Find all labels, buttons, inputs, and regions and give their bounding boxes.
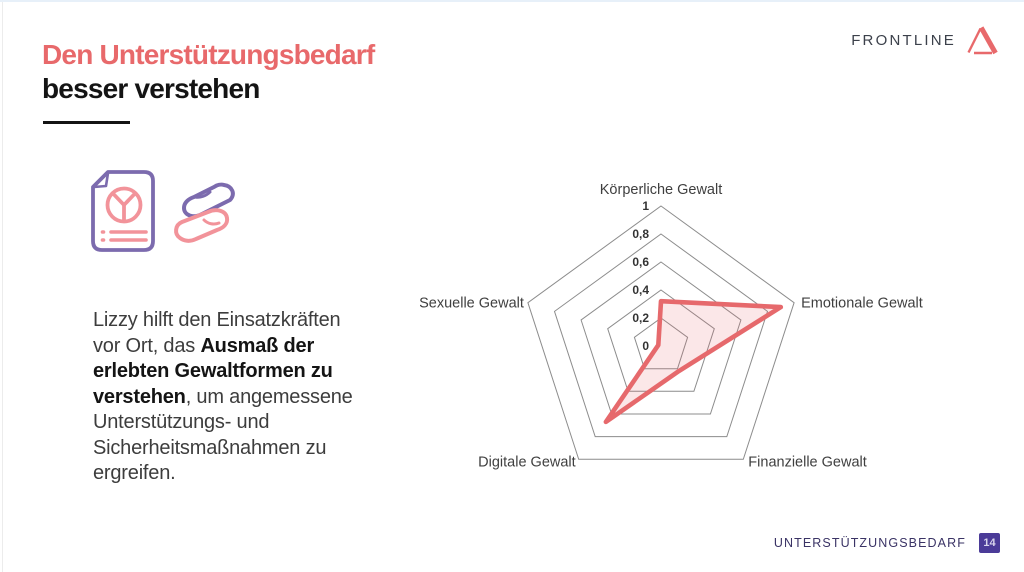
frontline-logo-text: FRONTLINE: [851, 32, 956, 49]
document-and-hands-icon: [91, 170, 235, 252]
radar-tick-label: 0: [642, 339, 649, 353]
radar-tick-label: 1: [642, 199, 649, 213]
list-lines-glyph: [100, 230, 148, 242]
slide-title-line2: besser verstehen: [42, 73, 260, 104]
radar-axis-label: Finanzielle Gewalt: [748, 454, 866, 470]
body-text-bold: verstehen: [93, 385, 186, 408]
page-number-badge: 14: [979, 533, 1000, 553]
body-text-run: Lizzy hilft den Einsatzkräften: [93, 309, 341, 331]
receiving-hand-icon: [174, 208, 230, 243]
slide-left-edge: [2, 2, 3, 572]
pie-chart-glyph: [105, 186, 143, 224]
frontline-triangle-icon: [967, 26, 998, 55]
radar-grid-ring: [527, 205, 795, 460]
body-text-run: vor Ort, das: [93, 334, 201, 357]
slide-footer: UNTERSTÜTZUNGSBEDARF 14: [774, 533, 1000, 553]
body-text-bold: Ausmaß der: [200, 334, 315, 357]
body-text-run: , um angemessene: [185, 385, 353, 408]
radar-axis-label: Emotionale Gewalt: [801, 296, 923, 312]
title-underline: [43, 121, 130, 124]
radar-grid-ring: [553, 233, 769, 438]
frontline-logo: FRONTLINE: [851, 26, 998, 55]
radar-axis-label: Körperliche Gewalt: [600, 182, 723, 198]
radar-grid-ring: [580, 261, 742, 415]
body-text-bold: erlebten Gewaltformen zu: [93, 360, 333, 382]
body-text-run: Sicherheitsmaßnahmen zu: [93, 436, 327, 459]
radar-tick-label: 0,6: [632, 255, 649, 269]
radar-axis-label: Sexuelle Gewalt: [420, 296, 524, 312]
radar-axis-label: Digitale Gewalt: [478, 454, 576, 470]
radar-grid-ring: [607, 289, 715, 392]
radar-grid-ring: [633, 317, 689, 370]
giving-hand-icon: [182, 182, 235, 219]
radar-tick-label: 0,8: [632, 227, 649, 241]
footer-section-label: UNTERSTÜTZUNGSBEDARF: [773, 536, 966, 550]
radar-tick-label: 0,2: [632, 311, 649, 325]
slide-title: Den Unterstützungsbedarf besser verstehe…: [42, 38, 375, 106]
body-text-run: Unterstützungs- und: [93, 411, 270, 433]
radar-data-polygon: [603, 298, 784, 425]
slide-title-line1: Den Unterstützungsbedarf: [42, 39, 375, 70]
document-icon: [91, 170, 155, 252]
slide-top-edge: [0, 0, 1024, 2]
radar-tick-label: 0,4: [632, 283, 649, 297]
body-text-run: ergreifen.: [93, 462, 176, 484]
body-paragraph: Lizzy hilft den Einsatzkräften vor Ort, d…: [93, 308, 413, 487]
